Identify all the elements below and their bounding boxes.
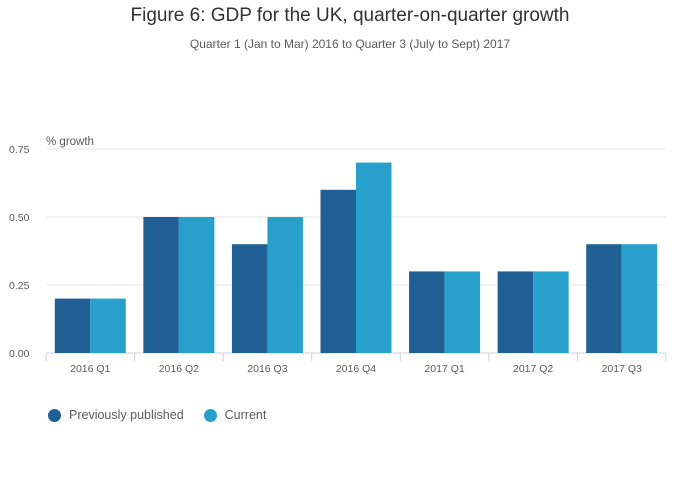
x-tick-label: 2016 Q2	[159, 363, 199, 375]
bar-current	[90, 298, 126, 353]
x-tick-label: 2016 Q3	[247, 363, 287, 375]
bar-current	[621, 244, 658, 353]
x-tick-label: 2016 Q4	[336, 363, 376, 375]
chart-title: Figure 6: GDP for the UK, quarter-on-qua…	[130, 5, 570, 26]
x-tick-label: 2017 Q2	[513, 363, 553, 375]
bar-current	[267, 217, 303, 353]
bar-previously-published	[231, 244, 268, 353]
x-tick-label: 2017 Q3	[602, 363, 642, 375]
legend-marker	[203, 408, 217, 422]
bar-current	[178, 217, 215, 353]
x-tick-label: 2016 Q1	[70, 363, 110, 375]
legend-label: Previously published	[69, 408, 184, 422]
x-tick-label: 2017 Q1	[424, 363, 464, 375]
bar-current	[444, 271, 481, 353]
bar-previously-published	[320, 189, 356, 353]
y-tick-label: 0.00	[9, 348, 30, 360]
bar-current	[356, 162, 392, 353]
y-tick-label: 0.50	[9, 212, 30, 224]
legend-item-current[interactable]: Current	[203, 408, 267, 422]
legend-label: Current	[224, 408, 267, 422]
bar-previously-published	[143, 217, 179, 353]
bar-current	[533, 271, 569, 353]
bar-previously-published	[54, 298, 91, 353]
chart-subtitle: Quarter 1 (Jan to Mar) 2016 to Quarter 3…	[189, 37, 511, 51]
legend-marker	[48, 408, 61, 422]
bar-previously-published	[586, 244, 622, 353]
bar-previously-published	[497, 271, 534, 353]
y-tick-label: 0.75	[9, 144, 30, 156]
y-axis-label: % growth	[46, 136, 94, 148]
legend-item-previously-published[interactable]: Previously published	[48, 408, 184, 422]
y-tick-label: 0.25	[9, 280, 30, 292]
legend: Previously published Current	[48, 408, 286, 422]
bar-previously-published	[409, 271, 445, 353]
